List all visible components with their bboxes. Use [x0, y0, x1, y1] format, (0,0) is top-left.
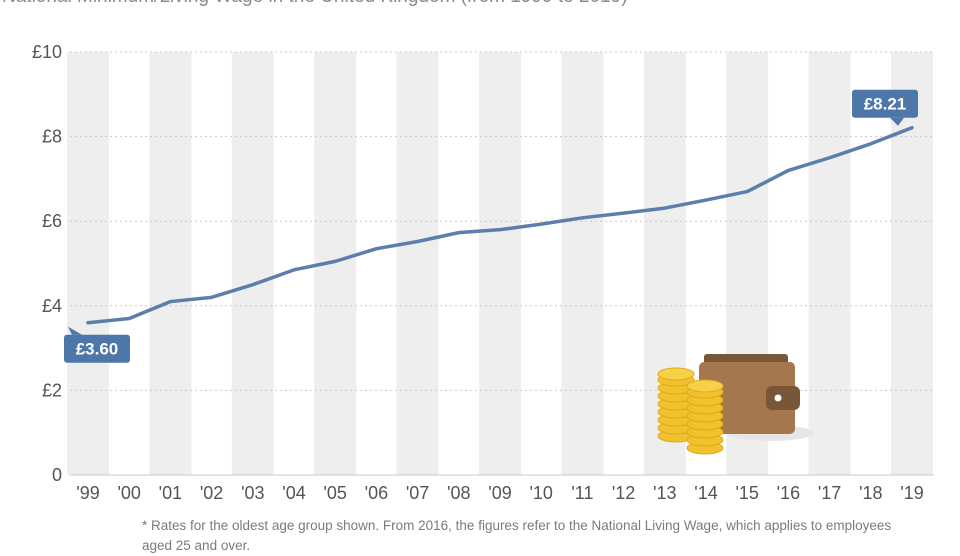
- x-tick-label: '15: [735, 483, 758, 503]
- x-tick-label: '05: [323, 483, 346, 503]
- background-stripes: [67, 52, 933, 475]
- column-stripe: [396, 52, 439, 475]
- y-tick-label: £8: [42, 127, 62, 147]
- x-tick-label: '19: [900, 483, 923, 503]
- x-tick-label: '03: [241, 483, 264, 503]
- x-tick-label: '17: [818, 483, 841, 503]
- data-label-box: [64, 334, 130, 363]
- x-tick-label: '01: [159, 483, 182, 503]
- x-tick-label: '00: [117, 483, 140, 503]
- x-tick-label: '10: [529, 483, 552, 503]
- column-stripe: [808, 52, 851, 475]
- x-tick-label: '14: [694, 483, 717, 503]
- y-tick-label: £6: [42, 211, 62, 231]
- x-tick-label: '02: [200, 483, 223, 503]
- y-axis-ticks: 0 £2 £4 £6 £8 £10: [32, 42, 62, 485]
- wallet-coins-illustration: [657, 354, 814, 455]
- x-tick-label: '16: [777, 483, 800, 503]
- y-tick-label: 0: [52, 465, 62, 485]
- column-stripe: [561, 52, 604, 475]
- series-wage: [86, 125, 914, 325]
- x-tick-label: '18: [859, 483, 882, 503]
- x-tick-label: '12: [612, 483, 635, 503]
- column-stripe: [149, 52, 192, 475]
- x-tick-label: '11: [571, 483, 593, 503]
- data-label-text: £3.60: [76, 340, 119, 359]
- line-chart: 0 £2 £4 £6 £8 £10 '99 '00 '01 '02 '03 '04 '05 '06 '07…: [32, 42, 934, 503]
- x-tick-label: '06: [365, 483, 388, 503]
- data-label-text: £8.21: [864, 95, 907, 114]
- data-label: £8.21: [852, 89, 918, 126]
- x-tick-label: '04: [282, 483, 305, 503]
- data-label-box: [852, 89, 918, 118]
- x-tick-label: '07: [406, 483, 429, 503]
- column-stripe: [231, 52, 274, 475]
- series-line: [86, 125, 914, 325]
- x-tick-label: '08: [447, 483, 470, 503]
- column-stripe: [479, 52, 521, 475]
- data-labels: £3.60 £8.21: [64, 89, 918, 363]
- x-tick-label: '13: [653, 483, 676, 503]
- y-tick-label: £4: [42, 296, 62, 316]
- y-tick-label: £10: [32, 42, 62, 62]
- x-tick-label: '99: [76, 483, 99, 503]
- x-tick-label: '09: [488, 483, 511, 503]
- x-axis-ticks: '99 '00 '01 '02 '03 '04 '05 '06 '07 '08 '09 '10 '11 '…: [76, 483, 923, 503]
- data-label: £3.60: [64, 326, 130, 363]
- y-tick-label: £2: [42, 380, 62, 400]
- data-label-pointer: [890, 117, 904, 126]
- data-label-pointer: [68, 326, 82, 335]
- column-stripe: [67, 52, 109, 475]
- chart-footnote: * Rates for the oldest age group shown. …: [142, 518, 892, 553]
- chart-subtitle: National Minimum/Living Wage in the Unit…: [0, 0, 960, 8]
